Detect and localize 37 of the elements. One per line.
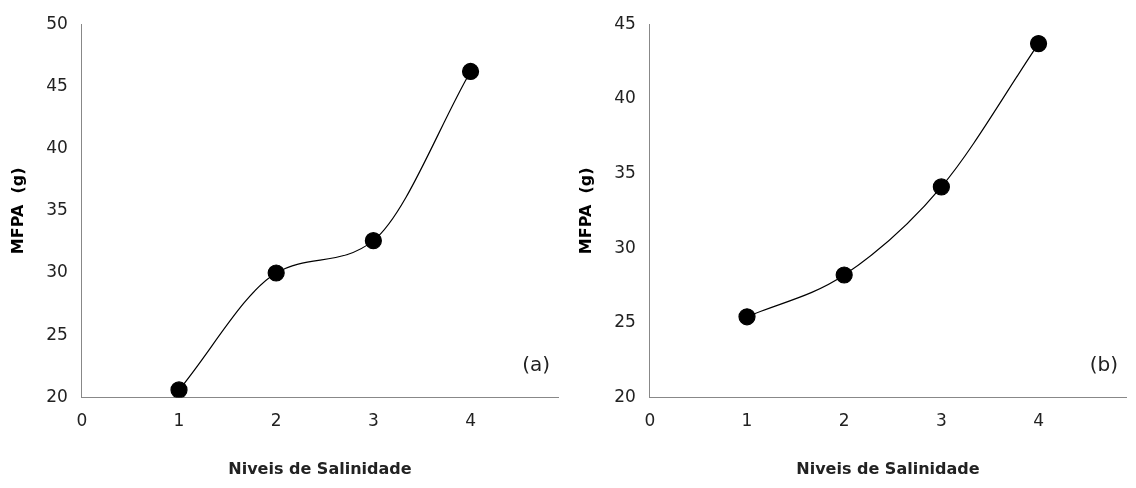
y-tick-label: 20 <box>614 385 636 406</box>
x-tick-label: 1 <box>741 410 753 431</box>
y-tick-label: 40 <box>614 87 636 108</box>
y-tick-label: 35 <box>46 199 68 220</box>
x-tick-label: 3 <box>935 410 947 431</box>
x-tick-label: 2 <box>838 410 850 431</box>
y-axis-title: MFPA (g) <box>575 167 595 255</box>
x-tick-label: 0 <box>76 410 88 431</box>
y-axis-title: MFPA (g) <box>7 167 27 255</box>
x-tick-label: 1 <box>173 410 185 431</box>
x-tick-label: 2 <box>270 410 282 431</box>
y-tick-label: 35 <box>614 161 636 182</box>
x-axis-title: Niveis de Salinidade <box>796 458 980 478</box>
annotation: (b) <box>1089 351 1118 376</box>
annotation: (a) <box>522 351 550 376</box>
point <box>932 178 950 196</box>
point <box>1029 35 1048 53</box>
y-tick-label: 50 <box>46 12 68 33</box>
y-tick-label: 30 <box>614 236 636 257</box>
y-tick-label: 25 <box>614 311 636 332</box>
point <box>267 264 285 282</box>
x-tick-label: 4 <box>465 410 476 431</box>
x-tick-label: 3 <box>367 410 379 431</box>
point <box>738 308 756 326</box>
point <box>461 62 480 81</box>
point <box>835 266 853 284</box>
x-axis-title: Niveis de Salinidade <box>228 458 412 478</box>
y-tick-label: 45 <box>46 74 68 95</box>
point <box>170 381 188 398</box>
y-tick-label: 40 <box>46 137 68 158</box>
x-tick-label: 0 <box>644 410 656 431</box>
point <box>364 232 382 250</box>
y-tick-label: 30 <box>46 261 68 282</box>
y-tick-label: 20 <box>46 385 68 406</box>
y-tick-label: 45 <box>614 12 636 33</box>
y-tick-label: 25 <box>46 323 68 344</box>
x-tick-label: 4 <box>1033 410 1044 431</box>
